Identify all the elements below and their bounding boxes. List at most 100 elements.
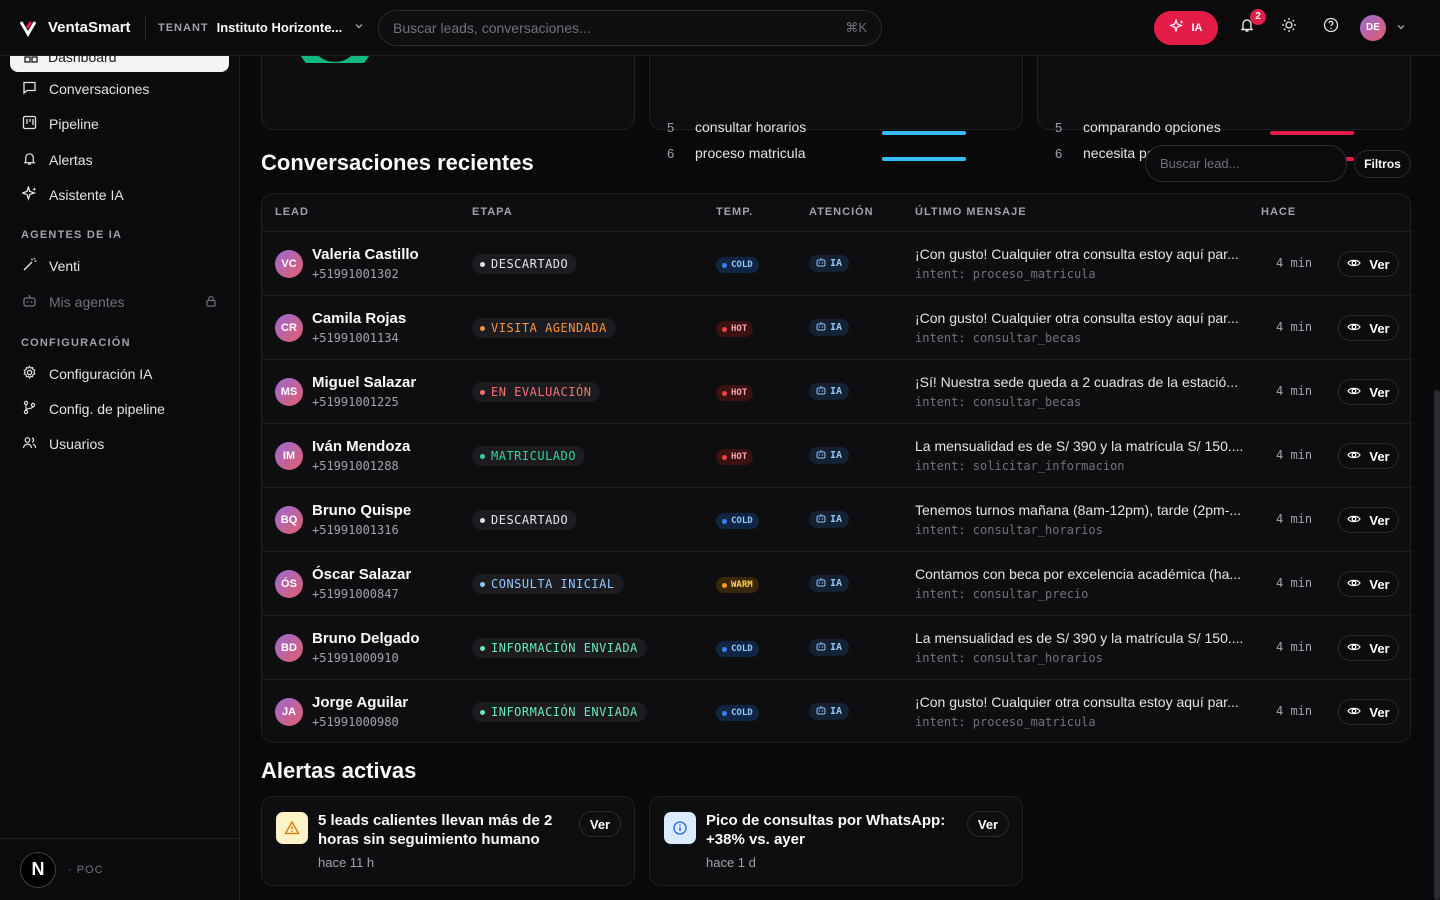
- alerts-title: Alertas activas: [261, 758, 417, 783]
- lead-phone: +51991001302: [312, 267, 399, 281]
- sidebar-item-config-pipeline[interactable]: Config. de pipeline: [10, 393, 229, 425]
- table-row[interactable]: BQ Bruno Quispe +51991001316 DESCARTADO COLD…: [262, 487, 1412, 551]
- scrollbar[interactable]: [1434, 390, 1440, 900]
- view-button[interactable]: Ver: [1338, 315, 1399, 341]
- temperature-badge: COLD: [716, 513, 759, 529]
- view-button[interactable]: Ver: [1338, 443, 1399, 469]
- conversations-table: LEAD ETAPA TEMP. ATENCIÓN ÚLTIMO MENSAJE…: [261, 193, 1412, 743]
- lead-name[interactable]: Iván Mendoza: [312, 438, 411, 455]
- temperature-dot: [722, 326, 727, 332]
- filters-button[interactable]: Filtros: [1354, 150, 1411, 178]
- sidebar-item-usuarios[interactable]: Usuarios: [10, 428, 229, 460]
- attention-label: IA: [830, 514, 843, 525]
- table-row[interactable]: CR Camila Rojas +51991001134 VISITA AGENDAD…: [262, 295, 1412, 359]
- last-message: ¡Sí! Nuestra sede queda a 2 cuadras de l…: [915, 374, 1238, 390]
- last-message: ¡Con gusto! Cualquier otra consulta esto…: [915, 310, 1239, 326]
- n-logo[interactable]: N: [20, 851, 56, 888]
- avatar: VC: [275, 250, 303, 278]
- stage-badge: DESCARTADO: [472, 510, 578, 530]
- table-row[interactable]: VC Valeria Castillo +51991001302 DESCARTADO…: [262, 231, 1412, 295]
- status-dot: [480, 517, 485, 523]
- alert-view-button[interactable]: Ver: [579, 811, 621, 837]
- alert-view-button[interactable]: Ver: [967, 811, 1009, 837]
- view-button[interactable]: Ver: [1338, 251, 1399, 277]
- tenant-label: TENANT: [158, 21, 209, 34]
- lead-name[interactable]: Valeria Castillo: [312, 246, 419, 263]
- intent-label: consultar horarios: [695, 119, 807, 135]
- brand-name: VentaSmart: [48, 19, 131, 36]
- lead-name[interactable]: Camila Rojas: [312, 310, 407, 327]
- sidebar-item-label: Alertas: [49, 152, 93, 168]
- stage-badge: DESCARTADO: [472, 254, 578, 274]
- theme-toggle-button[interactable]: [1276, 15, 1302, 41]
- table-row[interactable]: IM Iván Mendoza +51991001288 MATRICULADO HOT…: [262, 423, 1412, 487]
- lead-name[interactable]: Óscar Salazar: [312, 566, 412, 583]
- sidebar-item-mis-agentes[interactable]: Mis agentes: [10, 286, 229, 318]
- attention-label: IA: [830, 322, 843, 333]
- attention-badge: IA: [809, 639, 850, 656]
- lead-phone: +51991000910: [312, 651, 399, 665]
- tenant-selector[interactable]: TENANT Instituto Horizonte...: [158, 20, 378, 35]
- ia-button[interactable]: IA: [1154, 10, 1218, 45]
- sidebar-item-venti[interactable]: Venti: [10, 250, 229, 282]
- gear-icon: [22, 365, 37, 383]
- sidebar-item-label: Pipeline: [49, 116, 99, 132]
- temperature-label: COLD: [731, 644, 753, 654]
- view-button[interactable]: Ver: [1338, 507, 1399, 533]
- table-row[interactable]: BD Bruno Delgado +51991000910 INFORMACIÓN E…: [262, 615, 1412, 679]
- sidebar-item-asistente-ia[interactable]: Asistente IA: [10, 179, 229, 211]
- table-row[interactable]: JA Jorge Aguilar +51991000980 INFORMACIÓN E…: [262, 679, 1412, 743]
- rank-number: 6: [667, 145, 675, 161]
- lead-search-input[interactable]: [1145, 145, 1347, 182]
- stage-badge: MATRICULADO: [472, 446, 585, 466]
- lead-name[interactable]: Bruno Delgado: [312, 630, 420, 647]
- bot-icon: [816, 449, 826, 462]
- bot-icon: [22, 293, 37, 311]
- top-bar: VentaSmart TENANT Instituto Horizonte...…: [0, 0, 1440, 56]
- poc-label: POC: [76, 863, 104, 876]
- view-button[interactable]: Ver: [1338, 635, 1399, 661]
- sidebar-item-label: Asistente IA: [49, 187, 124, 203]
- view-button[interactable]: Ver: [1338, 379, 1399, 405]
- intent-row: 5 consultar horarios: [667, 119, 806, 135]
- view-button[interactable]: Ver: [1338, 571, 1399, 597]
- temperature-badge: COLD: [716, 641, 759, 657]
- status-dot: [480, 261, 485, 267]
- intent-label: intent: consultar_precio: [915, 587, 1089, 601]
- notifications-button[interactable]: 2: [1234, 8, 1266, 41]
- sidebar-item-pipeline[interactable]: Pipeline: [10, 108, 229, 140]
- section-configuracion: CONFIGURACIÓN: [21, 337, 131, 349]
- view-button[interactable]: Ver: [1338, 699, 1399, 725]
- time-ago: 4 min: [1276, 384, 1313, 398]
- rank-number: 5: [667, 119, 675, 135]
- search-input[interactable]: [393, 19, 813, 36]
- temperature-label: HOT: [731, 452, 748, 462]
- lead-name[interactable]: Jorge Aguilar: [312, 694, 409, 711]
- global-search[interactable]: ⌘K: [378, 9, 882, 46]
- sidebar-item-label: Dashboard: [48, 56, 117, 65]
- lead-name[interactable]: Bruno Quispe: [312, 502, 412, 519]
- view-label: Ver: [1369, 640, 1390, 656]
- sidebar-item-alertas[interactable]: Alertas: [10, 144, 229, 176]
- temperature-label: COLD: [731, 516, 753, 526]
- attention-label: IA: [830, 642, 843, 653]
- sidebar-item-dashboard[interactable]: Dashboard: [10, 56, 229, 72]
- bot-icon: [816, 641, 826, 654]
- last-message: ¡Con gusto! Cualquier otra consulta esto…: [915, 246, 1239, 262]
- sidebar-item-configuracion-ia[interactable]: Configuración IA: [10, 358, 229, 390]
- table-row[interactable]: ÓS Óscar Salazar +51991000847 CONSULTA INIC…: [262, 551, 1412, 615]
- sidebar-item-conversaciones[interactable]: Conversaciones: [10, 73, 229, 105]
- time-ago: 4 min: [1276, 448, 1313, 462]
- avatar: JA: [275, 698, 303, 726]
- stage-label: INFORMACIÓN ENVIADA: [491, 641, 638, 655]
- table-row[interactable]: MS Miguel Salazar +51991001225 EN EVALUACIÓ…: [262, 359, 1412, 423]
- user-menu[interactable]: DE: [1360, 14, 1406, 41]
- ia-button-label: IA: [1191, 21, 1203, 34]
- brand[interactable]: VentaSmart: [0, 18, 145, 38]
- sidebar-item-label: Config. de pipeline: [49, 401, 165, 417]
- lead-name[interactable]: Miguel Salazar: [312, 374, 417, 391]
- help-button[interactable]: [1318, 15, 1344, 41]
- attention-label: IA: [830, 258, 843, 269]
- sidebar-item-label: Conversaciones: [49, 81, 150, 97]
- column-header-temp: TEMP.: [716, 206, 754, 218]
